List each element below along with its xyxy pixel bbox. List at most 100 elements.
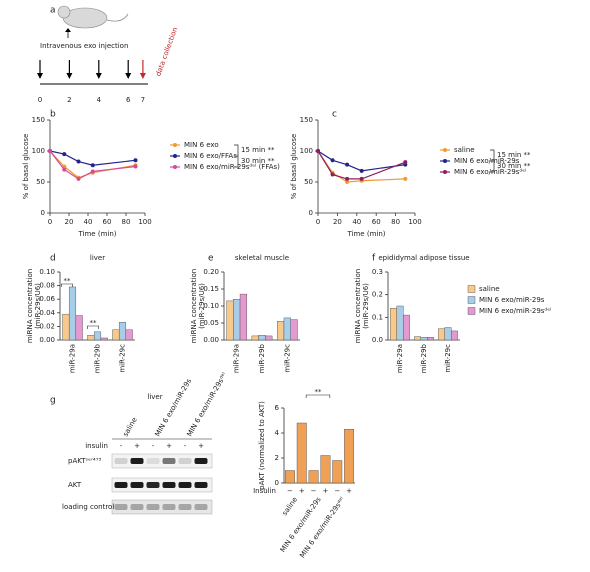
arrow-head: [66, 73, 73, 79]
x-tick-label: 20: [65, 218, 74, 226]
blot-band: [146, 482, 160, 488]
y-axis-label: miRNA concentration: [26, 269, 34, 343]
y-tick-label: 0.05: [203, 319, 219, 327]
y-tick-label: 150: [300, 116, 313, 124]
bar: [112, 329, 120, 341]
panel-letter: c: [332, 110, 337, 120]
data-point: [403, 160, 408, 165]
x-tick-label: miR-29a: [396, 344, 404, 373]
x-tick-label: −: [334, 487, 340, 495]
arrow-head: [37, 73, 43, 79]
y-tick-label: 0.3: [372, 268, 383, 276]
insulin-sign: +: [198, 442, 204, 450]
x-tick-label: 0: [48, 218, 52, 226]
y-tick-label: 0: [275, 479, 279, 487]
x-tick-label: 40: [84, 218, 93, 226]
y-tick-label: 0.00: [39, 336, 55, 344]
axis-line: [317, 120, 415, 214]
blot-title: liver: [147, 393, 162, 401]
blot-band: [146, 458, 160, 464]
bar: [451, 330, 458, 341]
y-axis-label: % of basal glucose: [22, 134, 30, 200]
blot-band: [130, 482, 144, 488]
bar: [258, 335, 266, 341]
group-label: MIN 6 exo/miR-29s: [279, 495, 323, 553]
y-tick-label: 0.06: [39, 295, 55, 303]
significance-label: **: [64, 277, 72, 285]
data-point: [48, 149, 52, 153]
significance-label: **: [315, 388, 323, 396]
bar: [283, 317, 291, 341]
significance-label: 15 min **: [497, 151, 531, 159]
x-tick-label: miR-29c: [283, 344, 291, 373]
injection-label: Intravenous exo injection: [40, 42, 128, 50]
x-tick-label: −: [311, 487, 317, 495]
chart: f 0.0 0.1 0.2 0.3 epididymal adipose tissue mi…: [354, 254, 551, 374]
bar: [75, 315, 83, 341]
blot-strip: [111, 499, 213, 515]
legend-swatch: [467, 285, 476, 293]
panel-letter: d: [50, 254, 56, 264]
bar: [100, 337, 108, 341]
x-tick-label: 80: [122, 218, 131, 226]
y-tick-label: 0.2: [372, 291, 383, 299]
data-point: [90, 163, 95, 168]
x-tick-label: −: [287, 487, 293, 495]
chart-title: liver: [90, 254, 105, 262]
y-tick-label: 4: [275, 429, 280, 437]
bar: [93, 331, 102, 341]
blot-band: [162, 482, 176, 488]
y-axis-label: miRNA concentration: [354, 269, 362, 343]
y-tick-label: 0.00: [203, 336, 219, 344]
day-label: 0: [38, 96, 42, 104]
data-point: [330, 172, 335, 177]
blot-band: [178, 504, 192, 510]
data-point: [345, 180, 350, 184]
bar: [118, 322, 127, 341]
legend-marker: [443, 148, 447, 152]
bar: [68, 286, 77, 341]
y-axis-label: (miR-29s/U6): [362, 283, 370, 329]
x-tick-label: 0: [316, 218, 320, 226]
blot-band: [178, 458, 192, 464]
legend-label: MIN 6 exo/miR-29s: [454, 157, 520, 165]
y-tick-label: 50: [36, 178, 45, 186]
bar: [414, 336, 421, 341]
legend-label: MIN 6 exo/FFAs: [184, 152, 237, 160]
bar: [226, 300, 234, 341]
blot-band: [146, 504, 160, 510]
day-label: 6: [126, 96, 131, 104]
row-label: Insulin: [253, 487, 276, 495]
y-tick-label: 0.20: [203, 268, 219, 276]
legend-swatch: [467, 307, 476, 315]
chart: d 0.00 0.02 0.04 0.06 0.08 0.10 liver miRNA conc…: [26, 254, 135, 373]
blot-band: [114, 482, 128, 488]
data-point: [359, 176, 364, 181]
x-tick-label: miR-29c: [119, 344, 127, 373]
y-tick-label: 100: [32, 147, 45, 155]
data-point: [76, 159, 81, 164]
x-tick-label: 60: [372, 218, 381, 226]
data-point: [403, 176, 408, 181]
insulin-sign: -: [120, 442, 123, 450]
y-tick-label: 0.10: [39, 268, 55, 276]
legend-label: MIN 6 exo/miR-29sᵈᵉˡ: [479, 307, 551, 315]
legend-marker: [173, 165, 177, 169]
row-label: pAKTˢᵉʳ⁴⁷³: [68, 457, 102, 465]
arrow-head: [139, 73, 146, 79]
x-tick-label: +: [346, 487, 352, 495]
panel-letter: e: [208, 254, 214, 264]
y-tick-label: 6: [275, 404, 280, 412]
collection-label: data collection: [154, 26, 179, 77]
bar: [438, 328, 445, 341]
row-label: loading control: [62, 503, 114, 511]
insulin-sign: +: [134, 442, 140, 450]
x-tick-label: +: [299, 487, 305, 495]
legend-label: MIN 6 exo/miR-29s: [479, 296, 545, 304]
blot-band: [114, 504, 128, 510]
legend-label: MIN 6 exo/miR-29sᵈᵉˡ (FFAs): [184, 163, 280, 171]
y-tick-label: 0.08: [39, 282, 55, 290]
